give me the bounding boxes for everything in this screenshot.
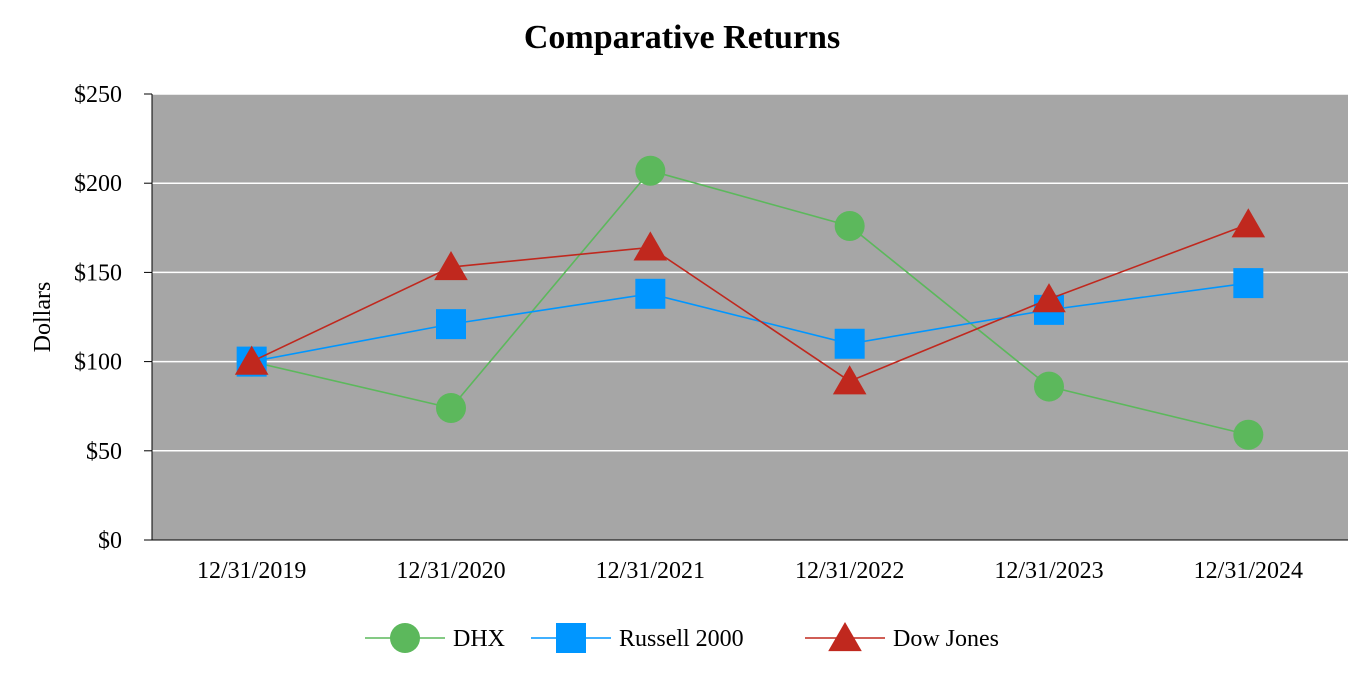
legend-item-dhx: DHX [365,623,505,653]
x-tick-label: 12/31/2022 [795,558,904,584]
data-point-dow-jones [832,365,867,395]
data-point-dhx [1233,419,1264,450]
x-tick-label: 12/31/2023 [994,558,1103,584]
data-point-dow-jones [633,231,668,261]
y-tick-label: $200 [74,171,122,197]
legend-label: DHX [453,626,505,652]
y-tick-labels: $0 $50 $100 $150 $200 $250 [74,82,152,554]
x-tick-labels: 12/31/2019 12/31/2020 12/31/2021 12/31/2022… [197,558,1303,584]
data-point-russell-2000 [1233,268,1264,299]
y-tick-label: $250 [74,82,122,108]
plot-area [152,94,1348,540]
x-tick-label: 12/31/2024 [1194,558,1303,584]
data-point-dhx [635,155,666,186]
legend-label: Russell 2000 [619,626,744,652]
x-tick-label: 12/31/2020 [396,558,505,584]
legend-marker [828,622,862,652]
series-dhx [236,155,1264,450]
series-line-dow-jones [251,223,1249,383]
y-axis-label: Dollars [30,282,56,353]
legend-marker [390,623,420,653]
legend-item-dow-jones: Dow Jones [805,622,999,652]
data-point-dhx [834,211,865,242]
data-point-dow-jones [434,251,468,281]
legend: DHX Russell 2000 Dow Jones [365,622,999,653]
legend-marker [556,623,586,653]
y-tick-label: $150 [74,260,122,286]
axes [151,94,1348,541]
x-tick-label: 12/31/2019 [197,558,306,584]
chart-title: Comparative Returns [524,19,840,56]
legend-item-russell-2000: Russell 2000 [531,623,744,653]
data-point-russell-2000 [635,278,666,309]
series-line-russell-2000 [251,282,1249,363]
series-layer [234,155,1266,450]
data-point-dow-jones [1231,208,1266,238]
y-tick-label: $0 [98,528,122,554]
series-line-dhx [251,169,1249,436]
legend-label: Dow Jones [893,626,999,652]
data-point-russell-2000 [436,309,466,340]
data-point-dow-jones [1032,283,1066,313]
data-point-dhx [1034,371,1064,402]
data-point-dhx [436,392,466,423]
y-tick-label: $100 [74,350,122,376]
gridlines [152,93,1348,452]
x-tick-label: 12/31/2021 [596,558,705,584]
data-point-dow-jones [234,345,269,375]
series-dow-jones [234,208,1266,395]
data-point-russell-2000 [834,328,865,359]
series-russell-2000 [236,268,1264,377]
y-tick-label: $50 [86,439,122,465]
